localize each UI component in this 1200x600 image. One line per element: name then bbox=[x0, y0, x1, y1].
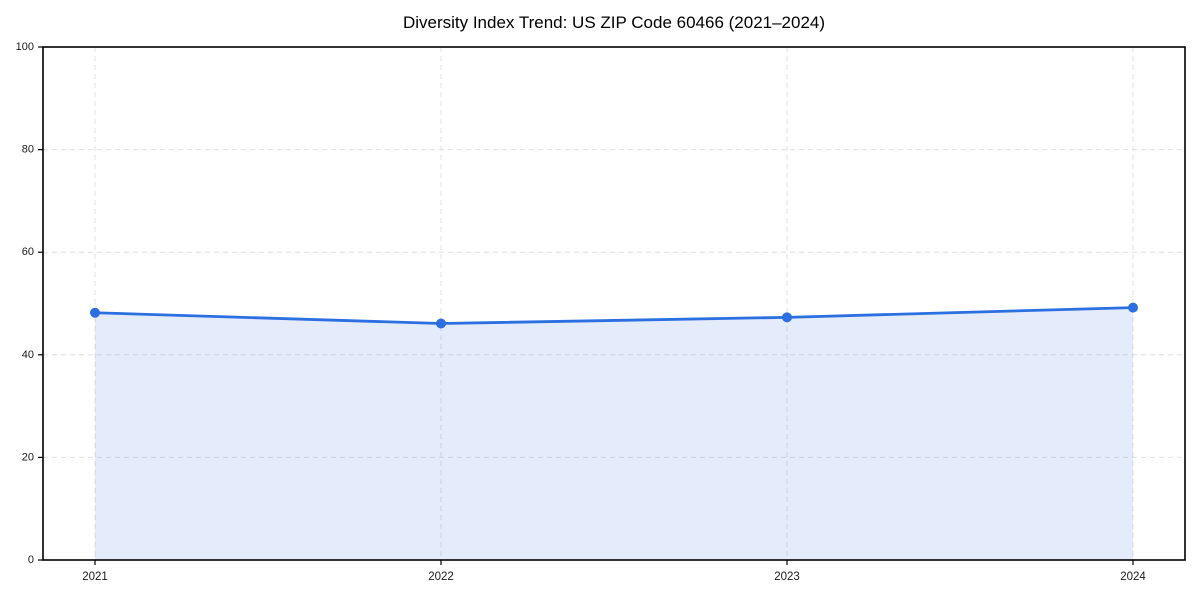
data-point bbox=[436, 318, 446, 329]
data-point bbox=[782, 312, 792, 323]
y-axis-tick-label: 80 bbox=[22, 144, 34, 156]
trend-line bbox=[93, 306, 1135, 325]
y-axis-tick-label: 60 bbox=[22, 246, 34, 258]
y-axis-tick-label: 40 bbox=[22, 349, 34, 361]
y-axis-tick-label: 100 bbox=[16, 41, 34, 53]
y-axis-tick-label: 0 bbox=[28, 554, 34, 566]
x-axis-tick-label: 2024 bbox=[1120, 571, 1146, 583]
data-point bbox=[90, 307, 100, 318]
area-fill bbox=[95, 307, 1133, 560]
y-axis-tick-label: 20 bbox=[22, 451, 34, 463]
plot-border bbox=[42, 46, 1186, 561]
chart-title: Diversity Index Trend: US ZIP Code 60466… bbox=[402, 13, 826, 32]
x-axis-tick-label: 2021 bbox=[82, 571, 108, 583]
x-axis-tick-label: 2023 bbox=[774, 571, 800, 583]
data-point bbox=[1128, 302, 1138, 313]
x-axis-tick-label: 2022 bbox=[428, 571, 454, 583]
